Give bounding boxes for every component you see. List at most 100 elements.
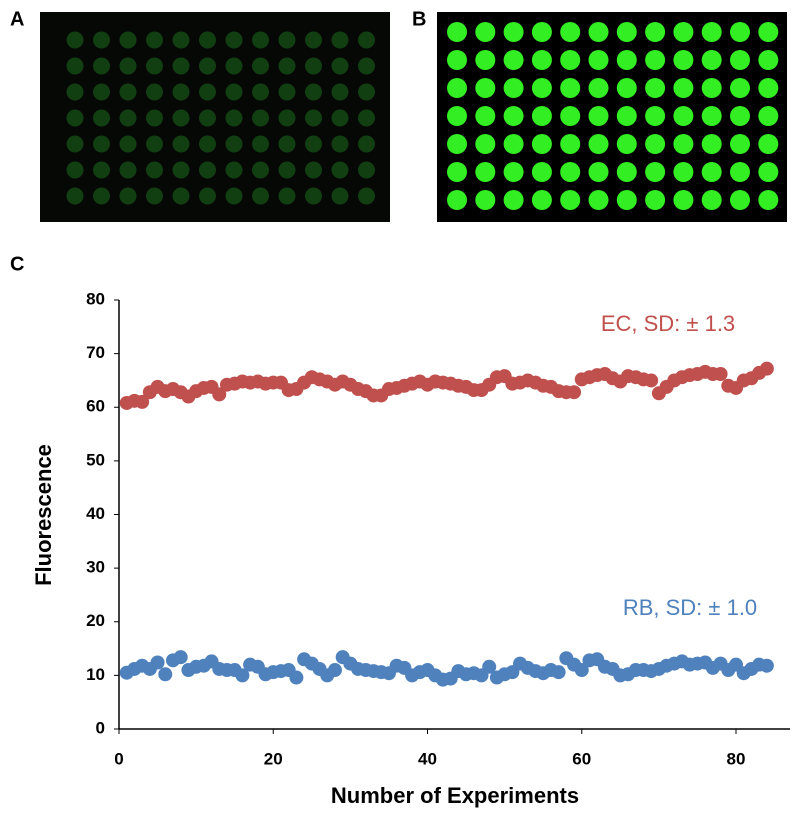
data-point	[158, 667, 172, 681]
well	[673, 162, 693, 182]
well	[475, 78, 495, 98]
well	[146, 110, 163, 127]
well	[305, 110, 322, 127]
well	[332, 110, 349, 127]
data-point	[760, 362, 774, 376]
well	[475, 106, 495, 126]
well	[67, 188, 84, 205]
well	[146, 188, 163, 205]
well	[332, 58, 349, 75]
well	[332, 162, 349, 179]
well	[560, 106, 580, 126]
well	[560, 78, 580, 98]
well	[146, 32, 163, 49]
well	[279, 84, 296, 101]
well	[252, 32, 269, 49]
y-tick-label: 30	[86, 558, 105, 577]
well	[645, 134, 665, 154]
well	[589, 190, 609, 210]
well	[305, 162, 322, 179]
well	[252, 58, 269, 75]
well	[93, 110, 110, 127]
well	[560, 190, 580, 210]
well	[758, 106, 778, 126]
well	[93, 32, 110, 49]
well	[673, 106, 693, 126]
data-point	[644, 373, 658, 387]
well	[475, 22, 495, 42]
data-point	[151, 656, 165, 670]
well	[252, 84, 269, 101]
well	[226, 84, 243, 101]
well	[226, 136, 243, 153]
well	[67, 110, 84, 127]
well	[504, 134, 524, 154]
well	[199, 32, 216, 49]
well	[146, 84, 163, 101]
well	[226, 32, 243, 49]
well	[447, 78, 467, 98]
well	[758, 78, 778, 98]
well	[93, 136, 110, 153]
well	[730, 106, 750, 126]
x-tick-label: 60	[572, 749, 591, 768]
well	[645, 190, 665, 210]
well	[447, 134, 467, 154]
well	[504, 190, 524, 210]
well	[358, 162, 375, 179]
well	[702, 190, 722, 210]
well	[702, 78, 722, 98]
well	[532, 22, 552, 42]
well	[93, 84, 110, 101]
well	[279, 110, 296, 127]
panel-label: A	[10, 8, 24, 30]
well	[447, 190, 467, 210]
well	[358, 58, 375, 75]
well	[358, 32, 375, 49]
well	[617, 190, 637, 210]
well	[645, 78, 665, 98]
well	[532, 190, 552, 210]
well	[504, 162, 524, 182]
well	[617, 134, 637, 154]
well	[358, 136, 375, 153]
well	[589, 50, 609, 70]
figure: A B C Number of Experiments Fluorescence…	[0, 0, 800, 811]
y-axis-title: Fluorescence	[31, 444, 56, 586]
annotation: RB, SD: ± 1.0	[623, 595, 757, 620]
well	[252, 162, 269, 179]
well	[199, 136, 216, 153]
well	[146, 136, 163, 153]
well	[93, 188, 110, 205]
well	[199, 84, 216, 101]
well	[332, 84, 349, 101]
well	[504, 106, 524, 126]
well	[279, 162, 296, 179]
well	[758, 50, 778, 70]
well	[226, 188, 243, 205]
well	[730, 50, 750, 70]
well	[645, 22, 665, 42]
well	[67, 32, 84, 49]
well	[93, 58, 110, 75]
x-tick-label: 40	[418, 749, 437, 768]
well	[332, 32, 349, 49]
well	[730, 190, 750, 210]
well	[560, 134, 580, 154]
well	[560, 162, 580, 182]
well	[146, 58, 163, 75]
well	[146, 162, 163, 179]
well	[199, 188, 216, 205]
well	[173, 136, 190, 153]
well	[120, 162, 137, 179]
well	[532, 134, 552, 154]
well	[617, 50, 637, 70]
well	[532, 78, 552, 98]
well	[120, 32, 137, 49]
well	[702, 22, 722, 42]
well	[617, 106, 637, 126]
y-tick-label: 40	[86, 504, 105, 523]
y-tick-label: 20	[86, 611, 105, 630]
well	[532, 106, 552, 126]
well	[673, 78, 693, 98]
